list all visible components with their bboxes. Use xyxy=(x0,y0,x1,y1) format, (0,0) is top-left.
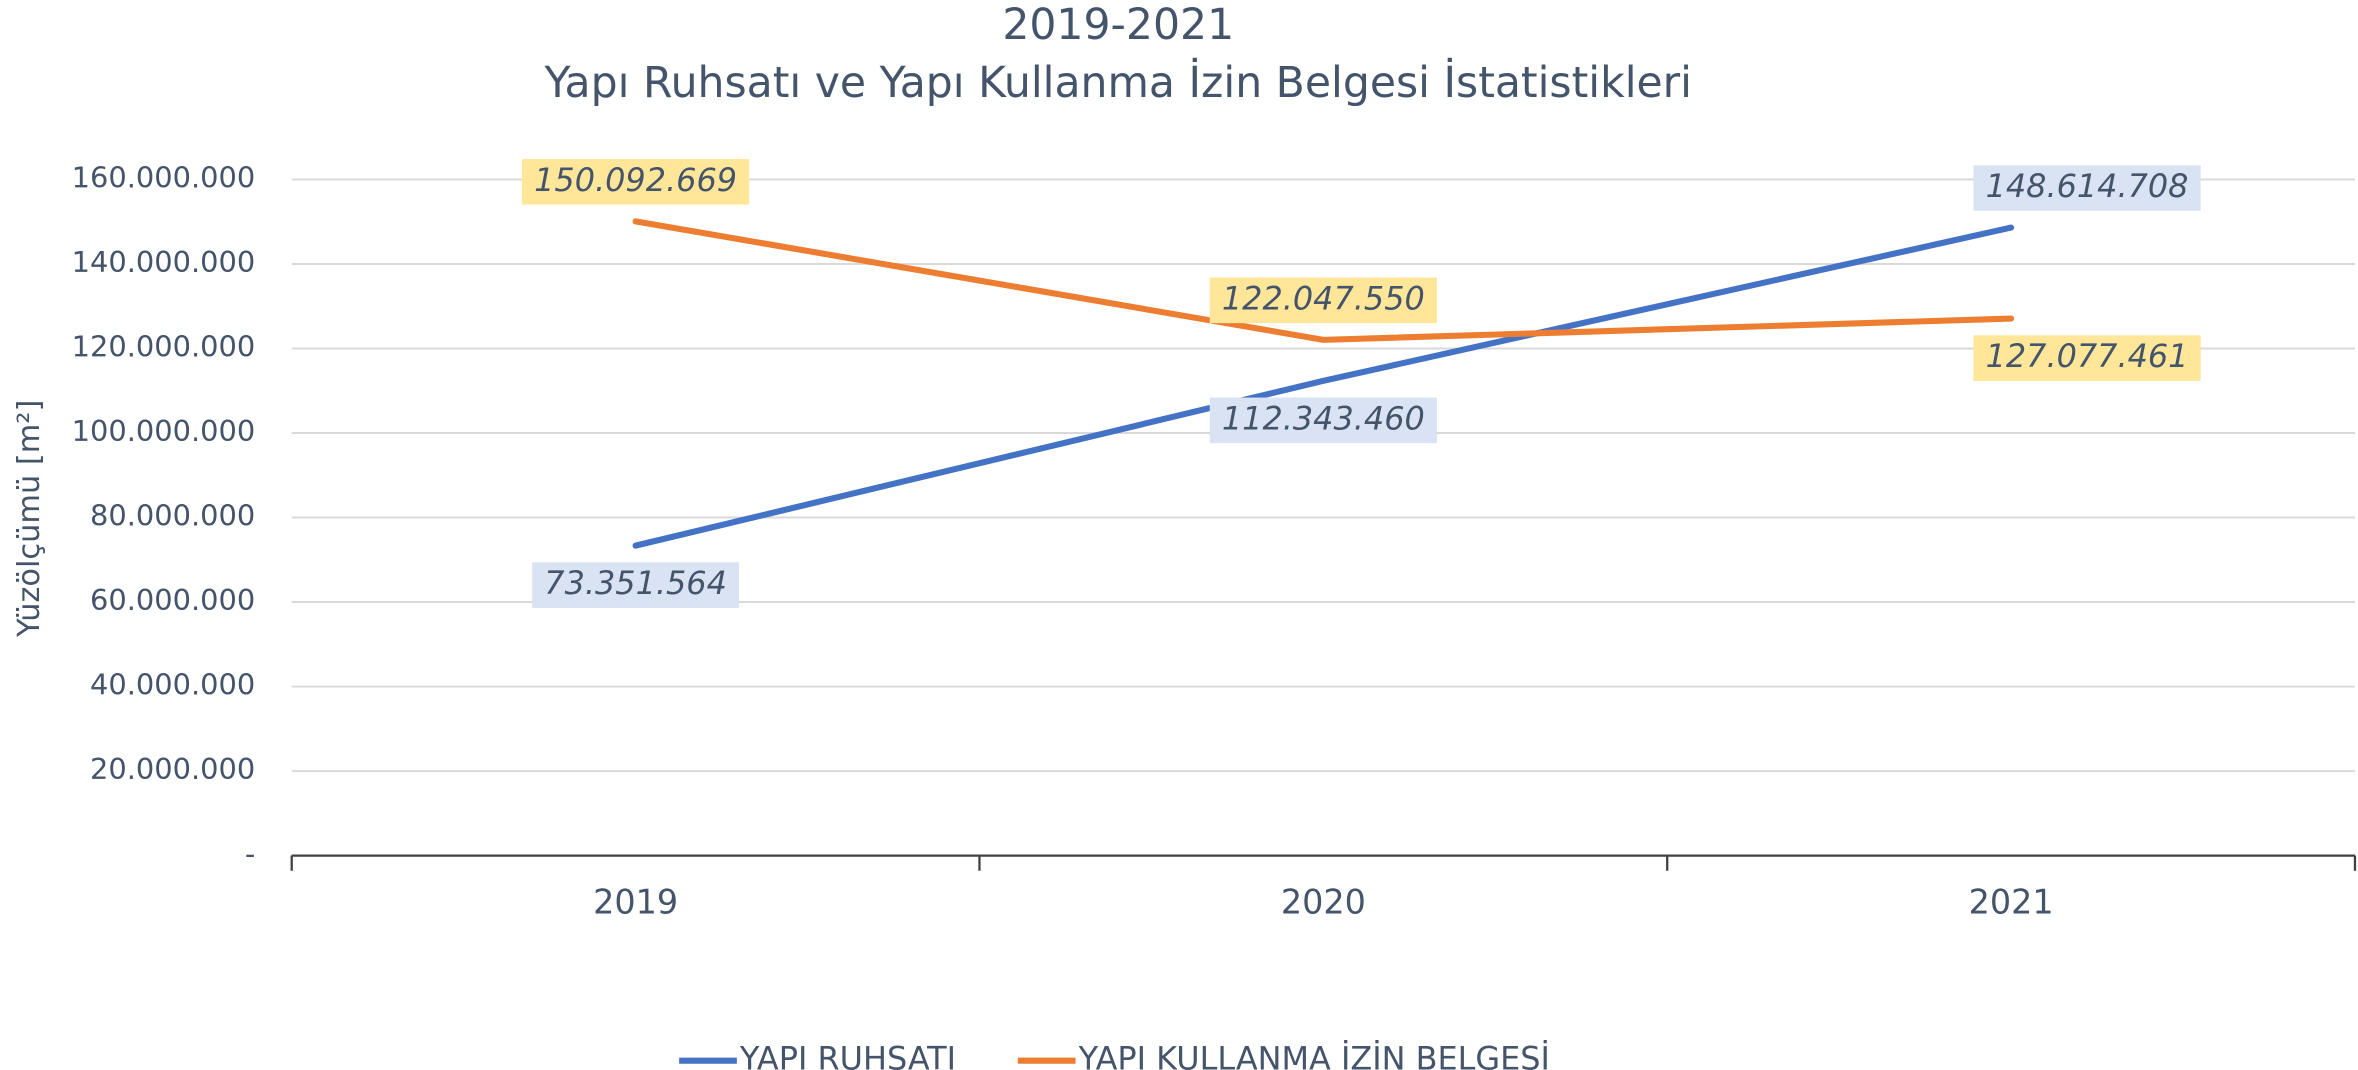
data-label-bg xyxy=(1209,397,1437,444)
data-label-text: 73.351.564 xyxy=(544,564,727,602)
x-tick-label: 2020 xyxy=(1281,883,1366,922)
y-tick-label: 80.000.000 xyxy=(90,499,255,533)
y-tick-label: 20.000.000 xyxy=(90,752,255,786)
data-label-bg xyxy=(1973,335,2201,381)
y-axis-label: Yüzölçümü [m²] xyxy=(12,400,47,638)
y-tick-label: 120.000.000 xyxy=(72,330,256,364)
data-label: 150.092.669 xyxy=(521,159,750,205)
x-tick-label: 2021 xyxy=(1969,883,2054,922)
x-tick-label: 2019 xyxy=(593,883,678,922)
chart-title: 2019-2021 xyxy=(1002,1,1234,50)
y-tick-label: 60.000.000 xyxy=(90,583,255,617)
y-tick-label: 160.000.000 xyxy=(72,160,256,194)
data-label: 112.343.460 xyxy=(1209,397,1437,444)
line-series xyxy=(632,224,2015,549)
data-label-bg xyxy=(1973,165,2201,211)
data-label-bg xyxy=(1209,277,1437,324)
data-label: 73.351.564 xyxy=(532,562,740,608)
y-tick-label: - xyxy=(245,837,255,871)
legend-label: YAPI RUHSATI xyxy=(739,1040,956,1070)
data-label-text: 148.614.708 xyxy=(1986,167,2189,205)
chart-subtitle: Yapı Ruhsatı ve Yapı Kullanma İzin Belge… xyxy=(543,57,1692,108)
data-label-text: 112.343.460 xyxy=(1222,399,1425,437)
data-label-text: 127.077.461 xyxy=(1986,337,2189,375)
data-label: 127.077.461 xyxy=(1973,335,2201,381)
y-tick-label: 100.000.000 xyxy=(72,414,256,448)
line-series xyxy=(632,218,2015,343)
data-label-text: 122.047.550 xyxy=(1222,279,1425,317)
legend-label: YAPI KULLANMA İZİN BELGESİ xyxy=(1078,1040,1550,1070)
data-label: 122.047.550 xyxy=(1209,277,1437,324)
data-label: 148.614.708 xyxy=(1973,165,2201,211)
data-label-bg xyxy=(532,562,740,608)
y-tick-label: 40.000.000 xyxy=(90,668,255,702)
data-label-bg xyxy=(521,159,750,205)
y-tick-label: 140.000.000 xyxy=(72,245,256,279)
data-label-text: 150.092.669 xyxy=(534,161,737,199)
